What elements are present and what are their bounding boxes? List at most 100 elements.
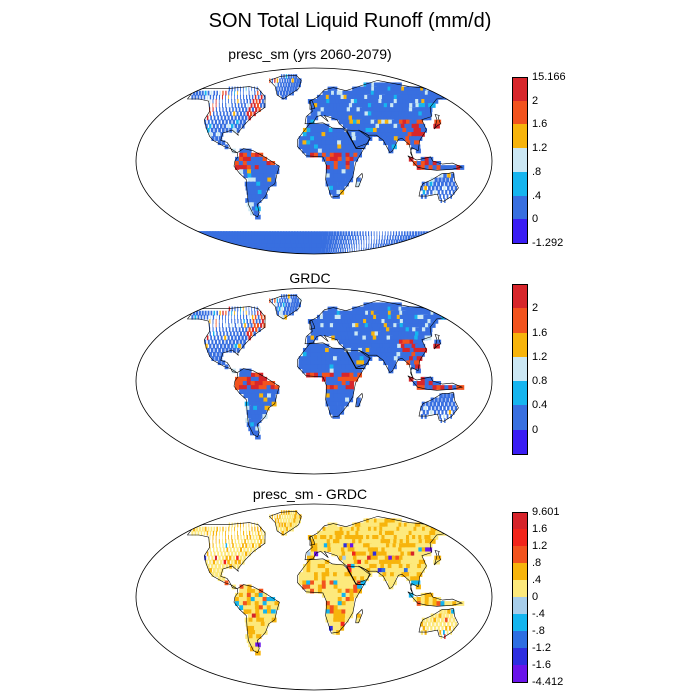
- grid-cell: [406, 339, 413, 345]
- colorbar-label: -.8: [532, 625, 545, 637]
- grid-cell: [428, 156, 434, 162]
- grid-cell: [320, 319, 325, 324]
- grid-cell: [233, 111, 236, 117]
- grid-cell: [395, 239, 398, 245]
- grid-cell: [356, 231, 359, 236]
- grid-cell: [209, 107, 211, 112]
- grid-cell: [368, 251, 371, 254]
- grid-cell: [382, 559, 389, 565]
- grid-cell: [209, 327, 211, 332]
- grid-cell: [407, 247, 412, 253]
- grid-cell: [376, 127, 383, 133]
- grid-cell: [345, 161, 351, 166]
- grid-cell: [340, 314, 346, 320]
- coastline-south-america: [233, 148, 280, 218]
- grid-cell: [279, 298, 281, 304]
- grid-cell: [221, 247, 230, 253]
- grid-cell: [340, 331, 346, 337]
- grid-cell: [348, 144, 354, 150]
- grid-cell: [333, 613, 338, 619]
- grid-cell: [212, 123, 216, 129]
- grid-cell: [279, 310, 283, 316]
- grid-cell: [373, 568, 380, 573]
- grid-cell: [253, 646, 259, 652]
- grid-cell: [256, 185, 263, 191]
- grid-cell: [310, 568, 315, 573]
- grid-cell: [368, 123, 374, 129]
- grid-cell: [355, 136, 361, 141]
- grid-cell: [249, 535, 252, 540]
- grid-cell: [314, 152, 319, 158]
- grid-cell: [243, 339, 246, 345]
- grid-cell: [254, 310, 256, 316]
- grid-cell: [310, 347, 315, 353]
- grid-cell: [416, 572, 423, 577]
- grid-cell: [246, 592, 252, 598]
- grid-cell: [436, 385, 441, 390]
- grid-cell: [425, 543, 433, 548]
- grid-cell: [213, 111, 215, 117]
- grid-cell: [367, 119, 373, 125]
- grid-cell: [364, 331, 370, 337]
- grid-cell: [429, 401, 433, 407]
- grid-cell: [242, 107, 244, 112]
- grid-cell: [296, 243, 301, 249]
- grid-cell: [379, 107, 386, 112]
- grid-cell: [206, 551, 209, 557]
- grid-cell: [353, 107, 359, 112]
- grid-cell: [386, 343, 392, 349]
- grid-cell: [195, 526, 199, 532]
- grid-cell: [321, 148, 327, 154]
- grid-cell: [322, 314, 327, 320]
- grid-cell: [374, 103, 381, 108]
- grid-cell: [436, 601, 441, 606]
- grid-cell: [365, 526, 371, 532]
- grid-cell: [227, 551, 230, 557]
- grid-cell: [363, 572, 369, 577]
- grid-cell: [314, 543, 318, 548]
- grid-cell: [365, 335, 372, 341]
- grid-cell: [384, 127, 390, 133]
- grid-cell: [263, 617, 269, 623]
- grid-cell: [415, 584, 421, 590]
- grid-cell: [397, 343, 404, 349]
- grid-cell: [337, 368, 343, 374]
- grid-cell: [329, 239, 332, 245]
- grid-cell: [222, 99, 223, 104]
- grid-cell: [336, 189, 341, 195]
- grid-cell: [219, 123, 223, 129]
- colorbar-label: 1.6: [532, 118, 548, 131]
- grid-cell: [240, 526, 241, 532]
- grid-cell: [317, 543, 322, 548]
- grid-cell: [210, 526, 213, 532]
- grid-cell: [400, 551, 407, 557]
- grid-cell: [310, 539, 315, 544]
- coastline-uk: [308, 319, 316, 330]
- grid-cell: [234, 306, 236, 312]
- grid-cell: [229, 331, 232, 337]
- grid-cell: [357, 148, 362, 154]
- grid-cell: [247, 368, 252, 374]
- grid-cell: [207, 526, 210, 532]
- grid-cell: [410, 115, 418, 121]
- grid-cell: [248, 115, 251, 121]
- grid-cell: [349, 327, 355, 332]
- grid-cell: [398, 563, 405, 569]
- grid-cell: [440, 617, 444, 623]
- grid-cell: [302, 356, 307, 361]
- grid-cell: [260, 405, 266, 411]
- grid-cell: [350, 90, 356, 96]
- grid-cell: [327, 331, 332, 337]
- grid-cell: [451, 609, 455, 615]
- grid-cell: [413, 119, 420, 125]
- grid-cell: [358, 352, 365, 357]
- grid-cell: [354, 127, 360, 133]
- grid-cell: [234, 530, 235, 536]
- grid-cell: [367, 94, 373, 100]
- grid-cell: [248, 335, 251, 341]
- grid-cell: [377, 547, 384, 553]
- grid-cell: [246, 314, 248, 320]
- grid-cell: [317, 152, 323, 158]
- grid-cell: [322, 251, 326, 254]
- grid-cell: [452, 385, 457, 390]
